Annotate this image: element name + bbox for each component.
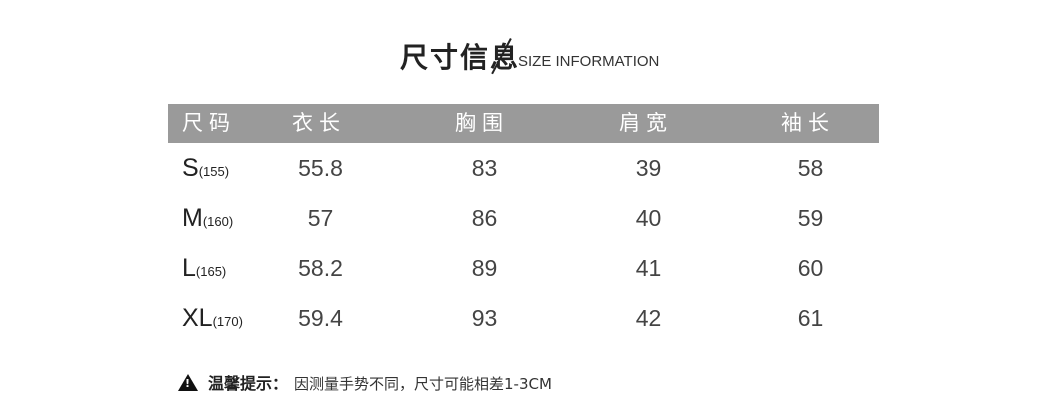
sleeve-cell: 59	[797, 205, 824, 231]
shoulder-cell: 39	[635, 155, 662, 181]
note-text: 因测量手势不同，尺寸可能相差1-3CM	[294, 375, 552, 393]
header-sleeve: 袖长	[781, 111, 835, 135]
sleeve-cell: 61	[797, 305, 824, 331]
size-cell: M(160)	[182, 204, 234, 232]
chest-cell: 83	[471, 155, 498, 181]
header-size: 尺码	[182, 111, 236, 135]
length-cell: 58.2	[298, 255, 343, 281]
sleeve-cell: 60	[797, 255, 824, 281]
note-label: 温馨提示：	[208, 374, 289, 393]
chest-cell: 93	[471, 305, 498, 331]
chest-cell: 86	[471, 205, 498, 231]
warning-triangle-icon	[178, 374, 198, 391]
length-cell: 59.4	[298, 305, 343, 331]
table-row: S(155) 55.8 83 39 58	[168, 143, 879, 193]
title-english: SIZE INFORMATION	[518, 53, 660, 70]
shoulder-cell: 41	[635, 255, 662, 281]
chest-cell: 89	[471, 255, 498, 281]
table-row: XL(170) 59.4 93 42 61	[168, 293, 879, 343]
shoulder-cell: 42	[635, 305, 662, 331]
shoulder-cell: 40	[635, 205, 662, 231]
size-table: 尺码 衣长 胸围 肩宽 袖长 S(155) 55.8 83 39 58 M(16…	[168, 104, 879, 343]
measurement-note: 温馨提示： 因测量手势不同，尺寸可能相差1-3CM	[178, 370, 552, 394]
table-header: 尺码 衣长 胸围 肩宽 袖长	[168, 104, 879, 143]
length-cell: 55.8	[298, 155, 343, 181]
header-length: 衣长	[292, 111, 346, 135]
size-cell: XL(170)	[182, 304, 243, 332]
table-row: M(160) 57 86 40 59	[168, 193, 879, 243]
size-cell: L(165)	[182, 254, 227, 282]
header-chest: 胸围	[455, 111, 509, 135]
table-row: L(165) 58.2 89 41 60	[168, 243, 879, 293]
header-shoulder: 肩宽	[619, 111, 673, 135]
sleeve-cell: 58	[797, 155, 824, 181]
size-cell: S(155)	[182, 154, 230, 182]
length-cell: 57	[307, 205, 334, 231]
